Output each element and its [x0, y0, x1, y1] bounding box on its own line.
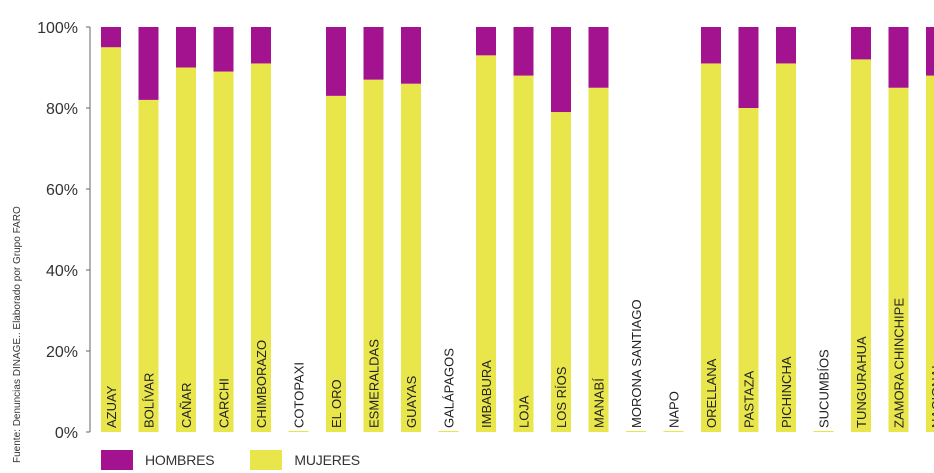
category-labels: AZUAY BOLÍVAR CAÑAR CARCHI CHIMBORAZO COTOPAX…: [104, 298, 934, 428]
bar-mujeres: [101, 47, 121, 432]
category-label: LOJA: [517, 395, 532, 428]
category-label: ZAMORA CHINCHIPE: [892, 298, 907, 428]
category-label: NAPO: [667, 391, 682, 428]
bar-mujeres: [701, 63, 721, 432]
category-label: GALÁPAGOS: [442, 348, 457, 428]
bar-hombres: [926, 27, 934, 76]
bar-hombres: [851, 27, 871, 60]
bar-mujeres: [326, 95, 346, 432]
legend-item-mujeres: MUJERES: [250, 450, 360, 470]
category-label: NACIONAL: [929, 362, 934, 428]
bar-empty: [288, 431, 309, 432]
y-tick-label: 60%: [46, 182, 78, 199]
source-note: Fuente: Denuncias DINAGE.. Elaborado por…: [12, 206, 23, 463]
legend-item-hombres: HOMBRES: [101, 450, 215, 470]
bar-hombres: [513, 27, 534, 76]
legend-swatch-hombres: [101, 450, 133, 470]
category-label: SUCUMBÍOS: [817, 349, 832, 428]
bar-hombres: [326, 27, 346, 96]
bar-hombres: [476, 27, 496, 56]
category-label: TUNGURAHUA: [854, 336, 869, 428]
category-label: GUAYAS: [404, 375, 419, 428]
bar-mujeres: [401, 83, 421, 432]
legend-swatch-mujeres: [250, 450, 283, 470]
bar-hombres: [363, 27, 384, 80]
bar-hombres: [101, 27, 121, 48]
category-label: MORONA SANTIAGO: [629, 299, 644, 428]
bar-hombres: [251, 27, 271, 64]
bar-mujeres: [888, 87, 909, 432]
category-label: EL ORO: [329, 379, 344, 428]
bar-mujeres: [851, 59, 871, 433]
bars: [101, 27, 934, 433]
legend: HOMBRES MUJERES: [101, 450, 396, 470]
bar-hombres: [401, 27, 421, 84]
category-label: ESMERALDAS: [367, 339, 382, 428]
bar-hombres: [138, 27, 159, 100]
category-label: CHIMBORAZO: [254, 340, 269, 428]
bar-mujeres: [176, 67, 196, 432]
legend-label-mujeres: MUJERES: [294, 452, 360, 468]
category-label: BOLÍVAR: [142, 373, 157, 428]
bar-mujeres: [476, 55, 496, 432]
bar-empty: [626, 431, 646, 432]
bar-hombres: [738, 27, 759, 108]
bar-hombres: [213, 27, 234, 72]
category-label: COTOPAXI: [292, 362, 307, 428]
category-label: PICHINCHA: [779, 356, 794, 428]
bar-hombres: [551, 27, 571, 113]
bar-hombres: [176, 27, 196, 68]
category-label: PASTAZA: [742, 370, 757, 428]
bar-mujeres: [926, 75, 934, 432]
bar-mujeres: [138, 99, 159, 433]
y-tick-label: 20%: [46, 344, 78, 361]
bar-mujeres: [363, 79, 384, 433]
bar-mujeres: [513, 75, 534, 432]
bar-mujeres: [213, 71, 234, 433]
bar-empty: [663, 431, 684, 432]
bar-mujeres: [738, 108, 759, 432]
category-label: IMBABURA: [479, 360, 494, 428]
bar-hombres: [588, 27, 609, 88]
category-label: AZUAY: [104, 385, 119, 428]
y-tick-label: 40%: [46, 263, 78, 280]
bar-empty: [813, 431, 834, 432]
y-tick-label: 0%: [55, 425, 78, 442]
category-label: LOS RÍOS: [554, 366, 569, 428]
category-label: MANABÍ: [592, 378, 607, 428]
bar-hombres: [888, 27, 909, 88]
y-axis: 0% 20% 40% 60% 80% 100%: [37, 20, 91, 442]
category-label: CARCHI: [217, 378, 232, 428]
bar-mujeres: [551, 112, 571, 433]
y-tick-label: 80%: [46, 101, 78, 118]
bar-hombres: [776, 27, 796, 64]
bar-hombres: [701, 27, 721, 64]
category-label: CAÑAR: [179, 382, 194, 428]
legend-label-hombres: HOMBRES: [145, 452, 215, 468]
y-tick-label: 100%: [37, 20, 78, 37]
bar-mujeres: [776, 63, 796, 432]
bar-mujeres: [588, 87, 609, 432]
bar-mujeres: [251, 63, 271, 432]
category-label: ORELLANA: [704, 358, 719, 428]
bar-empty: [438, 431, 459, 432]
